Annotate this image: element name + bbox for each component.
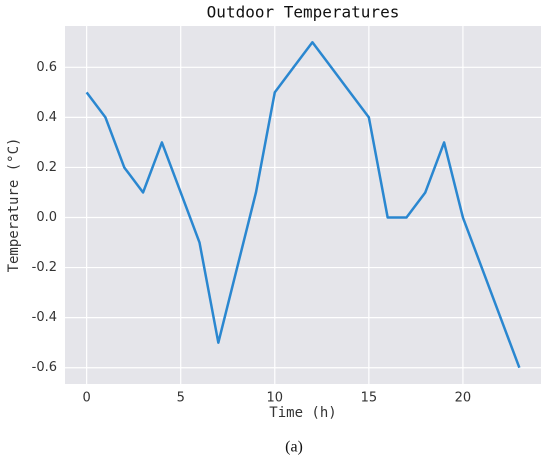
y-tick-label: 0.6 bbox=[36, 60, 57, 75]
y-tick-label: 0.0 bbox=[36, 210, 57, 225]
data-line bbox=[85, 41, 521, 369]
chart-title: Outdoor Temperatures bbox=[207, 3, 400, 22]
y-tick-label: -0.2 bbox=[32, 260, 57, 275]
x-axis-label: Time (h) bbox=[269, 405, 336, 421]
x-tick-label: 20 bbox=[455, 391, 472, 406]
x-tick-label: 5 bbox=[177, 391, 185, 406]
y-axis-label: Temperature (°C) bbox=[6, 138, 22, 273]
x-tick-label: 15 bbox=[361, 391, 378, 406]
y-tick-label: -0.6 bbox=[32, 360, 57, 375]
plot-area bbox=[65, 26, 541, 384]
x-tick-label: 0 bbox=[82, 391, 90, 406]
caption: (a) bbox=[285, 439, 303, 456]
y-tick-label: -0.4 bbox=[32, 310, 57, 325]
y-tick-label: 0.2 bbox=[36, 160, 57, 175]
y-tick-label: 0.4 bbox=[36, 110, 57, 125]
x-tick-label: 10 bbox=[267, 391, 284, 406]
